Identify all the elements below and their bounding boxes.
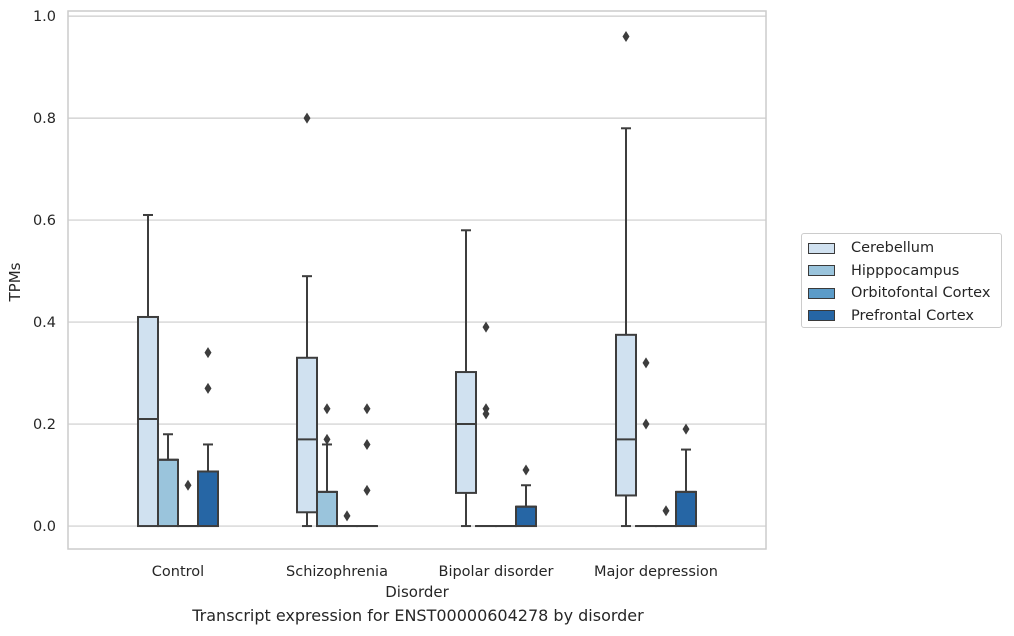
legend-label: Orbitofontal Cortex — [851, 285, 991, 302]
box-body — [515, 505, 537, 528]
grid-layer — [68, 15, 766, 527]
outlier-marker — [323, 403, 331, 415]
y-tick-label: 0.8 — [33, 111, 56, 127]
y-axis-label: TPMs — [6, 262, 24, 302]
outlier-marker — [482, 321, 490, 333]
box-hipppocampus — [475, 321, 497, 528]
legend-item: Hipppocampus — [808, 260, 1001, 283]
outlier-marker — [662, 505, 670, 517]
legend-swatch — [808, 265, 835, 277]
outlier-marker — [363, 438, 371, 450]
legend-item: Prefrontal Cortex — [808, 305, 1001, 328]
legend-label: Hipppocampus — [851, 262, 960, 279]
legend-label: Cerebellum — [851, 240, 935, 257]
legend-swatch — [808, 310, 835, 322]
box-hipppocampus — [635, 357, 657, 528]
box-body — [137, 315, 159, 528]
y-tick-label: 1.0 — [33, 9, 56, 25]
legend: Cerebellum Hipppocampus Orbitofontal Corte… — [801, 233, 1002, 328]
x-tick-label: Major depression — [594, 564, 718, 580]
legend-swatch — [808, 287, 835, 299]
box-hipppocampus — [316, 403, 338, 528]
outlier-marker — [642, 357, 650, 369]
box-prefrontal-cortex — [515, 464, 537, 528]
figure-caption: Transcript expression for ENST0000060427… — [192, 606, 644, 625]
y-tick-label: 0.2 — [33, 417, 56, 433]
box-layer — [137, 30, 697, 528]
box-body — [296, 356, 318, 514]
outlier-marker — [642, 418, 650, 430]
outlier-marker — [343, 510, 351, 522]
box-cerebellum — [615, 30, 637, 528]
outlier-marker — [682, 423, 690, 435]
box-prefrontal-cortex — [356, 403, 378, 528]
outlier-marker — [303, 112, 311, 124]
y-tick-label: 0.0 — [33, 519, 56, 535]
box-orbitofontal-cortex — [336, 510, 358, 528]
y-tick-labels: 0.0 0.2 0.4 0.6 0.8 1.0 — [33, 9, 56, 535]
box-prefrontal-cortex — [197, 347, 219, 528]
plot-frame — [67, 10, 767, 550]
outlier-marker — [522, 464, 530, 476]
box-body — [316, 490, 338, 528]
x-axis-label: Disorder — [385, 583, 449, 601]
outlier-marker — [363, 484, 371, 496]
outlier-marker — [622, 30, 630, 42]
box-hipppocampus — [157, 433, 179, 528]
outlier-marker — [204, 347, 212, 359]
box-body — [157, 458, 179, 528]
box-cerebellum — [137, 213, 159, 528]
x-tick-label: Control — [152, 564, 204, 580]
box-body — [615, 333, 637, 497]
legend-swatch — [808, 242, 835, 254]
outlier-marker — [323, 433, 331, 445]
x-tick-labels: Control Schizophrenia Bipolar disorder Majo… — [152, 564, 718, 580]
y-tick-label: 0.4 — [33, 315, 56, 331]
box-body — [455, 371, 477, 494]
box-orbitofontal-cortex — [655, 505, 677, 528]
box-body — [675, 490, 697, 528]
outlier-marker — [363, 403, 371, 415]
outlier-marker — [204, 382, 212, 394]
box-prefrontal-cortex — [675, 423, 697, 528]
box-body — [197, 470, 219, 528]
legend-item: Cerebellum — [808, 237, 1001, 260]
x-tick-label: Schizophrenia — [286, 564, 388, 580]
y-tick-label: 0.6 — [33, 213, 56, 229]
box-cerebellum — [296, 112, 318, 528]
box-orbitofontal-cortex — [177, 479, 199, 528]
box-cerebellum — [455, 229, 477, 528]
outlier-marker — [482, 408, 490, 420]
outlier-marker — [184, 479, 192, 491]
x-tick-label: Bipolar disorder — [439, 564, 554, 580]
legend-label: Prefrontal Cortex — [851, 307, 974, 324]
legend-item: Orbitofontal Cortex — [808, 282, 1001, 305]
